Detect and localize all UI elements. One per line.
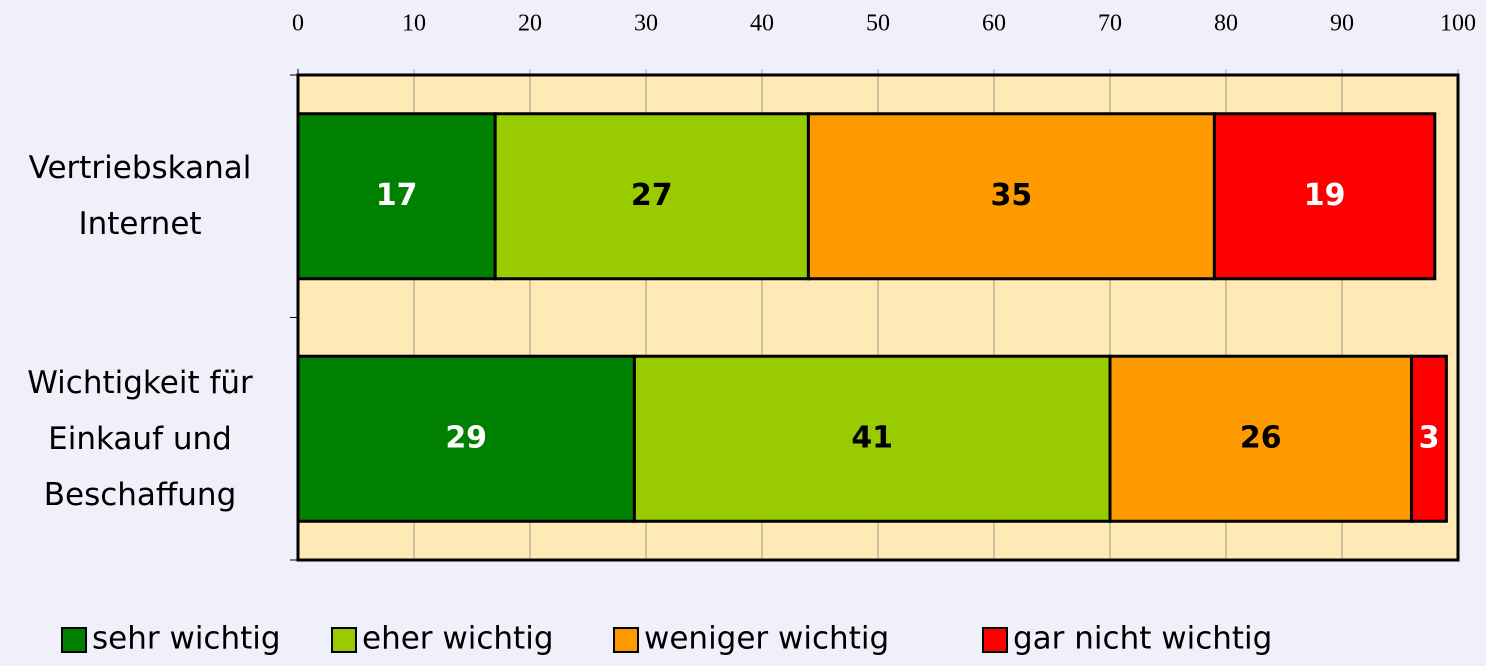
y-tick-label: Wichtigkeit für Einkauf und Beschaffung [27, 364, 253, 513]
bar-segment [1108, 354, 1414, 523]
legend-swatch [982, 627, 1008, 653]
data-label: 29 [445, 420, 487, 455]
data-label: 3 [1419, 420, 1440, 455]
legend-swatch [61, 627, 87, 653]
x-tick-label: 50 [866, 11, 890, 37]
data-label: 26 [1240, 420, 1282, 455]
x-tick-label: 20 [518, 11, 542, 37]
x-tick-label: 10 [402, 11, 426, 37]
bar-segment [296, 112, 497, 281]
data-label: 27 [631, 178, 673, 213]
legend-swatch [613, 627, 639, 653]
bar-segment [632, 354, 1112, 523]
data-label: 41 [851, 420, 893, 455]
bar-segment [296, 354, 636, 523]
bar-segment [1212, 112, 1437, 281]
x-tick-label: 80 [1214, 11, 1238, 37]
legend-label: eher wichtig [362, 621, 554, 657]
x-tick-label: 0 [292, 11, 304, 37]
legend-label: gar nicht wichtig [1013, 621, 1272, 657]
y-tick-label: Vertriebskanal Internet [28, 150, 252, 243]
bar-segment [493, 112, 810, 281]
legend-swatch [331, 627, 357, 653]
x-tick-label: 90 [1330, 11, 1354, 37]
legend-label: sehr wichtig [92, 621, 281, 657]
x-tick-label: 40 [750, 11, 774, 37]
x-tick-label: 60 [982, 11, 1006, 37]
bar-segment [1410, 354, 1448, 523]
x-tick-label: 70 [1098, 11, 1122, 37]
x-tick-label: 100 [1440, 11, 1476, 37]
data-label: 19 [1304, 178, 1346, 213]
data-label: 35 [991, 178, 1033, 213]
legend-label: weniger wichtig [644, 621, 889, 657]
x-tick-label: 30 [634, 11, 658, 37]
data-label: 17 [376, 178, 418, 213]
bar-segment [806, 112, 1216, 281]
